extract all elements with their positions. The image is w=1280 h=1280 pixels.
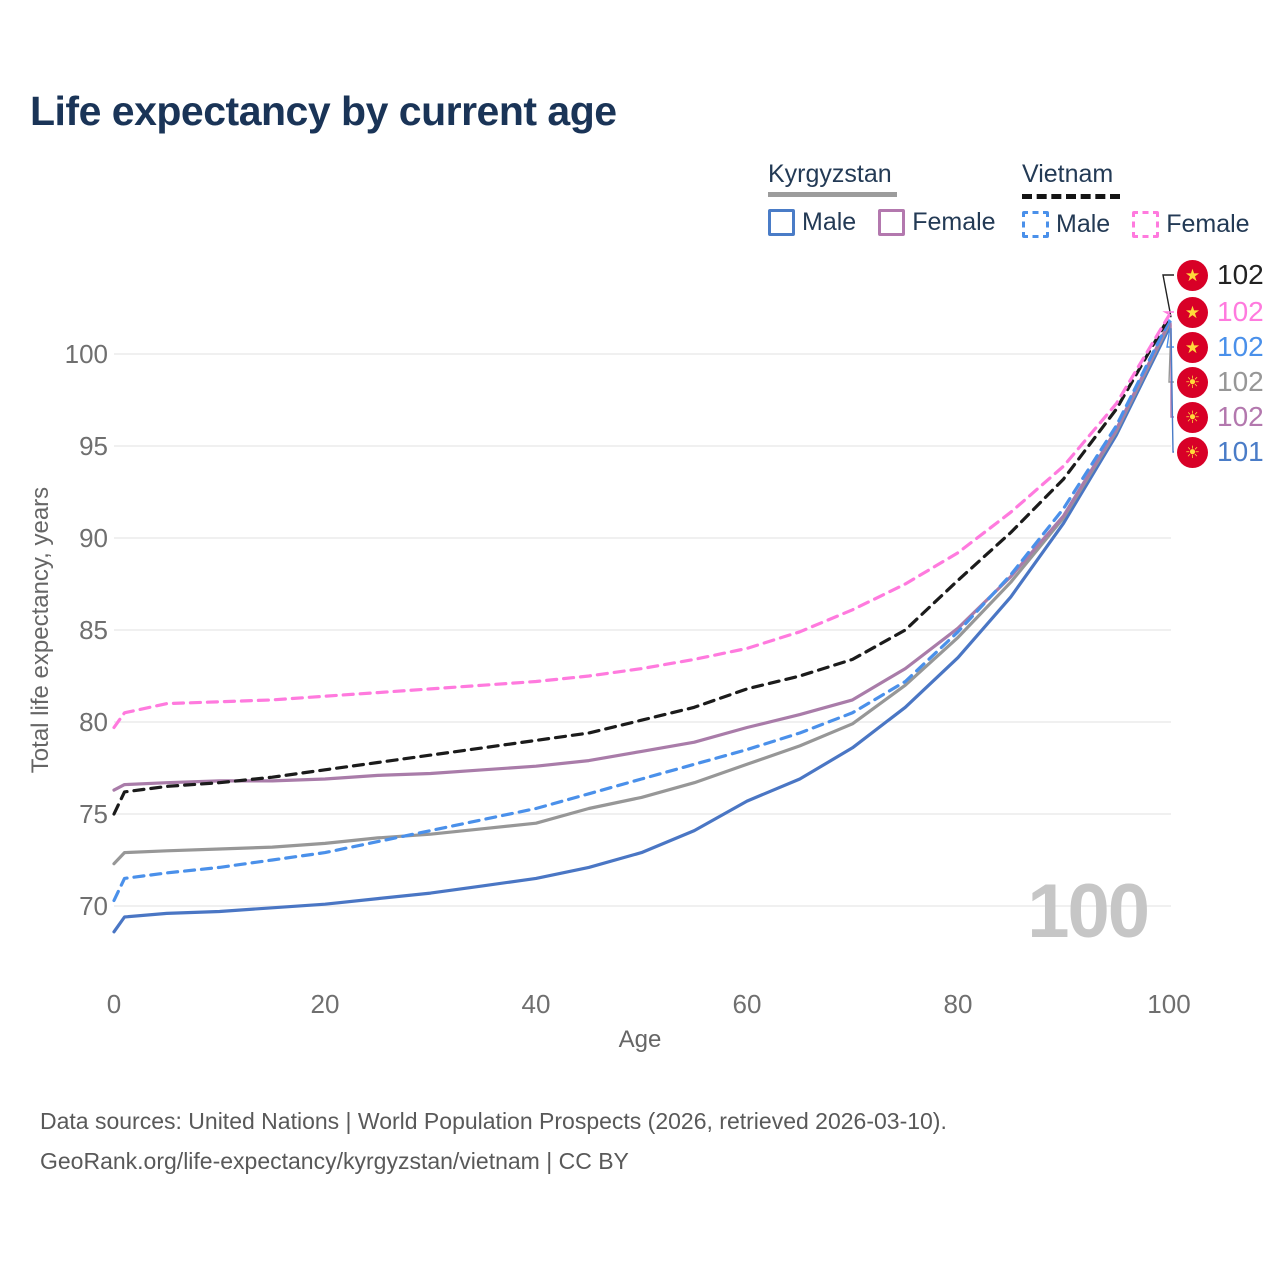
male-swatch-icon <box>768 209 795 236</box>
legend-item-label: Female <box>912 208 996 236</box>
vietnam-flag-icon: ★ <box>1177 259 1208 291</box>
female-swatch-icon <box>1132 211 1160 238</box>
vietnam-flag-icon: ★ <box>1177 331 1208 363</box>
x-axis-title: Age <box>618 1026 662 1053</box>
age-counter-watermark: 100 <box>1027 869 1150 954</box>
end-label-kg_male: ☀ 101 <box>1177 436 1264 468</box>
y-tick-label: 95 <box>79 431 108 461</box>
attribution-note: GeoRank.org/life-expectancy/kyrgyzstan/v… <box>40 1148 629 1174</box>
kyrgyzstan-flag-icon: ☀ <box>1177 436 1208 468</box>
vietnam-flag-icon: ★ <box>1177 296 1208 328</box>
end-value: 101 <box>1217 436 1264 467</box>
legend-line-style-sample <box>768 192 897 197</box>
end-value: 102 <box>1217 366 1264 397</box>
x-tick-label: 80 <box>943 989 973 1019</box>
legend-country-label: Kyrgyzstan <box>768 160 892 188</box>
x-tick-label: 0 <box>106 989 122 1019</box>
legend-group-kyrgyzstan: Kyrgyzstan Male Female <box>768 160 996 237</box>
data-source-note: Data sources: United Nations | World Pop… <box>40 1108 947 1134</box>
series-line-kg_male <box>112 326 1171 934</box>
series-line-vn_female <box>112 313 1171 730</box>
legend-item-kyrgyzstan-male: Male <box>768 208 856 237</box>
end-label-vn_total: ★ 102 <box>1177 259 1264 291</box>
series-line-kg_total <box>112 323 1171 866</box>
leader-line-vn_female <box>1162 311 1174 316</box>
end-label-vn_male: ★ 102 <box>1177 331 1264 363</box>
legend-item-label: Male <box>802 208 857 236</box>
end-label-kg_female: ☀ 102 <box>1177 401 1264 433</box>
leader-line-kg_male <box>1170 328 1174 453</box>
legend-group-vietnam: Vietnam Male Female <box>1022 160 1250 239</box>
legend-item-label: Male <box>1056 210 1111 238</box>
x-tick-label: 60 <box>732 989 762 1019</box>
y-tick-label: 90 <box>79 523 108 553</box>
y-tick-label: 75 <box>79 799 108 829</box>
end-value: 102 <box>1217 401 1264 432</box>
page-title: Life expectancy by current age <box>30 88 617 134</box>
end-label-kg_total: ☀ 102 <box>1177 366 1264 398</box>
y-tick-label: 80 <box>79 707 108 737</box>
leader-line-vn_total <box>1162 274 1174 318</box>
legend-item-vietnam-female: Female <box>1132 210 1250 239</box>
kyrgyzstan-flag-icon: ☀ <box>1177 401 1208 433</box>
y-tick-label: 85 <box>79 615 108 645</box>
female-swatch-icon <box>878 209 906 236</box>
end-value: 102 <box>1217 331 1264 362</box>
male-swatch-icon <box>1022 211 1049 238</box>
end-value: 102 <box>1217 259 1264 290</box>
end-label-vn_female: ★ 102 <box>1177 296 1264 328</box>
x-tick-label: 20 <box>310 989 340 1019</box>
x-tick-label: 100 <box>1147 989 1191 1019</box>
series-line-vn_total <box>112 315 1171 816</box>
kyrgyzstan-flag-icon: ☀ <box>1177 366 1208 398</box>
end-value: 102 <box>1217 296 1264 327</box>
legend-country-label: Vietnam <box>1022 160 1114 188</box>
legend-line-style-sample <box>1022 194 1120 199</box>
legend-item-label: Female <box>1166 210 1250 238</box>
y-tick-label: 100 <box>64 339 108 369</box>
y-tick-label: 70 <box>79 891 108 921</box>
x-tick-label: 40 <box>521 989 551 1019</box>
legend-item-vietnam-male: Male <box>1022 210 1110 239</box>
legend-item-kyrgyzstan-female: Female <box>878 208 996 237</box>
series-line-vn_male <box>112 319 1171 903</box>
